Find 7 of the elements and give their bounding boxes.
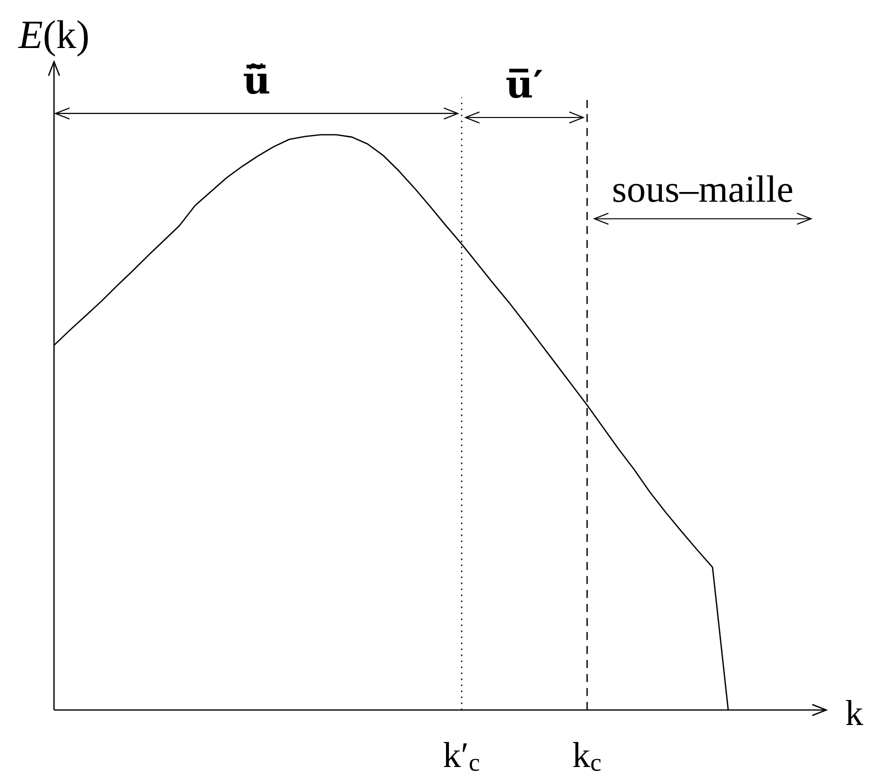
y-axis-title: E(k) <box>18 20 88 57</box>
x-tick-label: k$_{c}$ <box>572 742 601 771</box>
x-axis-title: k <box>846 700 864 725</box>
text: u̅̃ <box>244 63 270 94</box>
annotation: sous–maille <box>614 175 792 202</box>
text: u̅′ <box>506 68 542 98</box>
x-tick-label: k′$_{c}$ <box>444 742 480 771</box>
